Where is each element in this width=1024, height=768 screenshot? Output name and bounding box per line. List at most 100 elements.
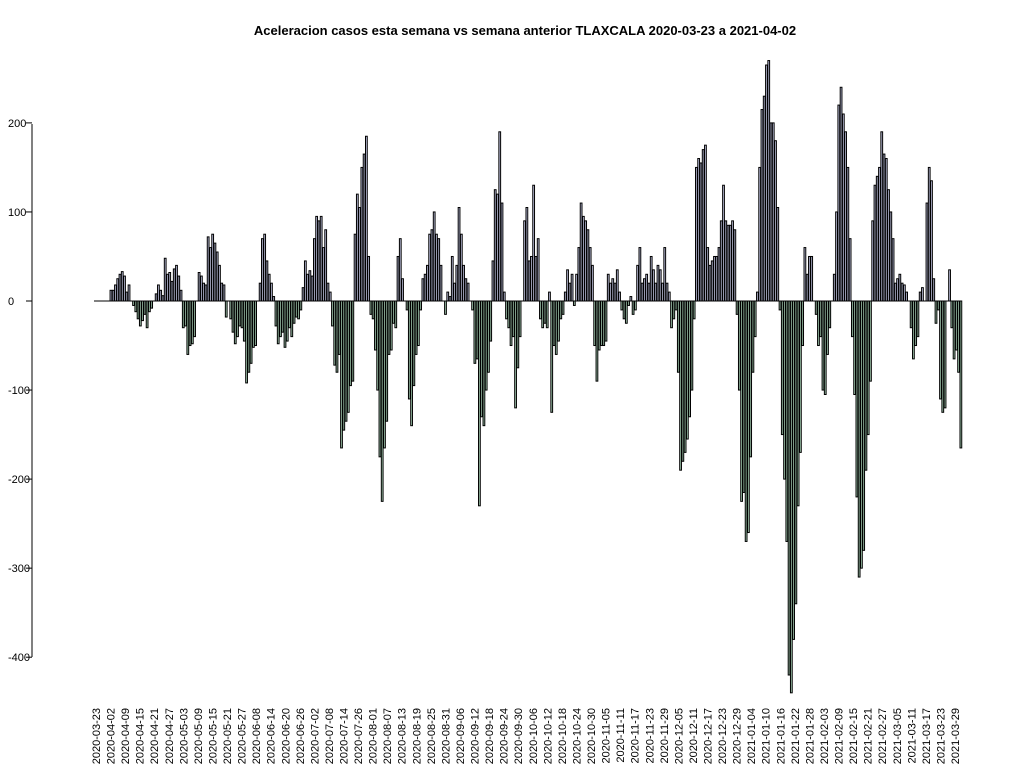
bar-negative (389, 300, 393, 351)
bar-negative (385, 300, 389, 422)
bar-positive (220, 282, 224, 302)
bar-negative (412, 300, 416, 387)
bar-negative (516, 300, 520, 369)
bar-positive (652, 269, 655, 302)
bar-negative (801, 300, 805, 347)
bar-positive (762, 95, 766, 302)
bar-negative (281, 300, 285, 333)
x-tick-label: 2020-04-15 (135, 708, 147, 764)
x-tick-label: 2020-11-11 (615, 708, 627, 763)
bar-positive (758, 166, 762, 302)
x-tick-label: 2020-05-15 (208, 708, 220, 764)
bar-positive (301, 287, 305, 302)
bar-positive (731, 220, 734, 302)
bar-negative (297, 300, 300, 320)
y-tick-label: -100 (8, 385, 30, 397)
bar-positive (932, 278, 936, 302)
bar-negative (292, 300, 296, 324)
bar-negative (279, 300, 282, 338)
bar-negative (484, 300, 488, 391)
x-tick-label: 2020-09-24 (499, 708, 511, 764)
bar-negative (186, 300, 190, 355)
bar-positive (326, 282, 330, 302)
bar-positive (846, 166, 850, 302)
chart-title: Aceleracion casos esta semana vs semana … (254, 23, 796, 38)
x-tick-label: 2020-06-08 (251, 708, 263, 764)
bar-positive (832, 273, 836, 302)
y-tick-label: -200 (8, 474, 30, 486)
bar-positive (584, 220, 588, 302)
bar-positive (878, 166, 881, 302)
bar-negative (378, 300, 382, 458)
bar-negative (331, 300, 334, 327)
bar-positive (844, 131, 847, 302)
bar-positive (218, 264, 221, 302)
bar-positive (667, 291, 671, 302)
bar-negative (789, 300, 793, 694)
bar-negative (593, 300, 597, 347)
bar-negative (780, 300, 784, 436)
bar-positive (767, 60, 771, 302)
bar-negative (826, 300, 829, 355)
bar-negative (511, 300, 515, 338)
bar-negative (864, 300, 868, 471)
bar-negative (236, 300, 239, 338)
bar-negative (414, 300, 418, 355)
bar-negative (604, 300, 608, 342)
bar-positive (197, 272, 201, 302)
bar-positive (258, 282, 262, 302)
bar-positive (715, 255, 719, 302)
x-tick-label: 2021-02-21 (863, 708, 875, 764)
bar-negative (670, 300, 673, 329)
bar-positive (918, 291, 922, 302)
bar-positive (717, 247, 721, 302)
bar-positive (430, 229, 434, 302)
bar-positive (523, 220, 526, 302)
bar-positive (728, 224, 732, 302)
bar-negative (335, 300, 339, 373)
bar-positive (439, 264, 443, 302)
bar-negative (690, 300, 694, 391)
x-tick-label: 2020-08-07 (382, 708, 394, 764)
bar-positive (837, 104, 841, 302)
x-tick-label: 2021-03-17 (921, 708, 933, 764)
bar-negative (369, 300, 373, 315)
bar-positive (611, 278, 615, 302)
x-tick-label: 2020-05-03 (178, 708, 190, 764)
bar-positive (658, 269, 662, 302)
bar-positive (328, 291, 332, 302)
bar-positive (206, 236, 210, 302)
bar-positive (921, 287, 924, 302)
bar-positive (272, 296, 276, 302)
x-tick-label: 2020-12-11 (688, 708, 700, 763)
bar-positive (502, 291, 506, 302)
bar-negative (285, 300, 289, 342)
bar-positive (643, 278, 646, 302)
bar-negative (787, 300, 791, 676)
bar-positive (810, 255, 814, 302)
bar-negative (507, 300, 511, 329)
bar-negative (672, 300, 676, 320)
bar-positive (362, 153, 366, 302)
bar-negative (541, 300, 545, 329)
x-tick-label: 2020-07-26 (353, 708, 365, 764)
bar-negative (685, 300, 689, 440)
bar-negative (600, 300, 603, 347)
x-tick-label: 2020-06-14 (266, 708, 278, 764)
x-tick-label: 2020-05-09 (193, 708, 205, 764)
bar-negative (181, 300, 185, 329)
x-tick-label: 2020-09-06 (455, 708, 467, 764)
bar-negative (482, 300, 486, 427)
bar-negative (136, 300, 140, 320)
bar-positive (722, 184, 725, 302)
y-tick-label: 0 (8, 296, 14, 308)
bar-positive (448, 296, 452, 302)
bar-negative (376, 300, 380, 391)
bar-negative (240, 300, 244, 329)
bar-negative (676, 300, 680, 373)
bar-positive (175, 264, 178, 302)
bar-negative (254, 300, 258, 347)
bar-positive (774, 140, 777, 302)
bar-negative (392, 300, 395, 324)
bar-positive (498, 131, 502, 302)
